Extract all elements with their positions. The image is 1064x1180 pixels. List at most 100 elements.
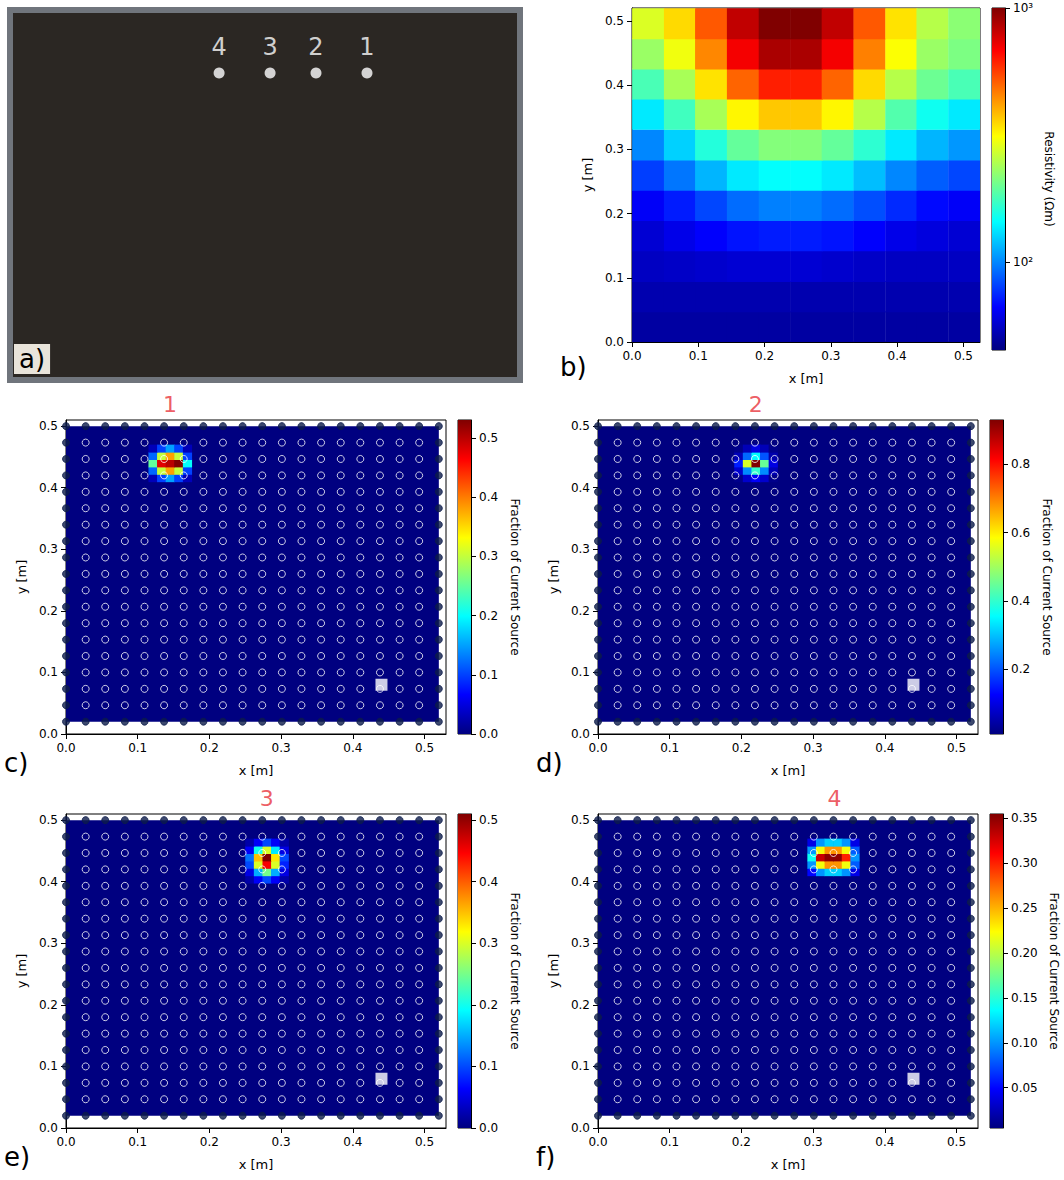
svg-text:0.2: 0.2 xyxy=(605,207,624,221)
svg-text:0.3: 0.3 xyxy=(571,542,590,556)
svg-text:Fraction of Current Source: Fraction of Current Source xyxy=(508,892,522,1049)
svg-text:0.1: 0.1 xyxy=(660,741,679,755)
svg-text:0.1: 0.1 xyxy=(605,271,624,285)
svg-text:0.35: 0.35 xyxy=(1011,811,1038,825)
svg-text:0.3: 0.3 xyxy=(479,936,498,950)
svg-text:0.1: 0.1 xyxy=(479,668,498,682)
svg-text:0.4: 0.4 xyxy=(875,1135,894,1149)
svg-text:0.6: 0.6 xyxy=(1011,526,1030,540)
svg-text:0.4: 0.4 xyxy=(343,741,362,755)
svg-text:0.0: 0.0 xyxy=(56,741,75,755)
svg-text:0.3: 0.3 xyxy=(605,142,624,156)
svg-text:x [m]: x [m] xyxy=(239,763,274,778)
svg-text:0.3: 0.3 xyxy=(479,549,498,563)
svg-text:0.0: 0.0 xyxy=(588,741,607,755)
svg-text:Resistivity (Ωm): Resistivity (Ωm) xyxy=(1042,131,1056,226)
svg-text:0.4: 0.4 xyxy=(1011,594,1030,608)
svg-text:e): e) xyxy=(4,1142,30,1172)
svg-text:0.2: 0.2 xyxy=(479,609,498,623)
svg-text:0.3: 0.3 xyxy=(39,542,58,556)
svg-text:0.0: 0.0 xyxy=(605,335,624,349)
svg-text:0.4: 0.4 xyxy=(571,875,590,889)
svg-text:0.4: 0.4 xyxy=(479,875,498,889)
svg-text:d): d) xyxy=(536,748,563,778)
svg-text:4: 4 xyxy=(828,786,842,811)
svg-text:0.0: 0.0 xyxy=(622,349,641,363)
svg-text:0.0: 0.0 xyxy=(479,1121,498,1135)
svg-text:3: 3 xyxy=(262,33,277,61)
svg-text:0.1: 0.1 xyxy=(39,665,58,679)
svg-text:x [m]: x [m] xyxy=(239,1157,274,1172)
svg-text:0.8: 0.8 xyxy=(1011,457,1030,471)
svg-text:Fraction of Current Source: Fraction of Current Source xyxy=(1040,498,1054,655)
svg-text:0.5: 0.5 xyxy=(415,1135,434,1149)
svg-text:0.2: 0.2 xyxy=(732,1135,751,1149)
svg-text:x [m]: x [m] xyxy=(771,1157,806,1172)
svg-text:0.3: 0.3 xyxy=(272,1135,291,1149)
svg-text:0.4: 0.4 xyxy=(571,481,590,495)
svg-text:0.2: 0.2 xyxy=(1011,662,1030,676)
svg-text:0.3: 0.3 xyxy=(804,741,823,755)
svg-text:0.4: 0.4 xyxy=(875,741,894,755)
svg-text:0.5: 0.5 xyxy=(39,419,58,433)
svg-text:0.3: 0.3 xyxy=(39,936,58,950)
svg-text:0.2: 0.2 xyxy=(571,604,590,618)
svg-text:0.2: 0.2 xyxy=(200,741,219,755)
svg-text:1: 1 xyxy=(163,392,177,417)
svg-text:0.5: 0.5 xyxy=(479,431,498,445)
svg-text:0.1: 0.1 xyxy=(689,349,708,363)
svg-text:0.5: 0.5 xyxy=(605,14,624,28)
svg-text:0.4: 0.4 xyxy=(605,78,624,92)
svg-text:0.0: 0.0 xyxy=(571,727,590,741)
svg-text:0.1: 0.1 xyxy=(128,1135,147,1149)
svg-text:0.0: 0.0 xyxy=(39,1121,58,1135)
svg-text:0.10: 0.10 xyxy=(1011,1036,1038,1050)
svg-text:0.15: 0.15 xyxy=(1011,991,1038,1005)
svg-text:0.2: 0.2 xyxy=(200,1135,219,1149)
svg-text:y [m]: y [m] xyxy=(14,954,29,989)
svg-text:0.05: 0.05 xyxy=(1011,1081,1038,1095)
svg-text:0.2: 0.2 xyxy=(39,998,58,1012)
svg-text:0.20: 0.20 xyxy=(1011,946,1038,960)
svg-text:0.5: 0.5 xyxy=(947,741,966,755)
svg-text:0.3: 0.3 xyxy=(821,349,840,363)
svg-text:0.5: 0.5 xyxy=(954,349,973,363)
svg-text:0.2: 0.2 xyxy=(571,998,590,1012)
svg-text:4: 4 xyxy=(211,33,226,61)
svg-text:y [m]: y [m] xyxy=(14,560,29,595)
svg-text:0.4: 0.4 xyxy=(343,1135,362,1149)
svg-text:0.5: 0.5 xyxy=(571,813,590,827)
svg-text:0.2: 0.2 xyxy=(479,998,498,1012)
svg-text:0.3: 0.3 xyxy=(804,1135,823,1149)
svg-text:y [m]: y [m] xyxy=(546,560,561,595)
svg-text:0.1: 0.1 xyxy=(128,741,147,755)
svg-text:Fraction of Current Source: Fraction of Current Source xyxy=(1047,892,1061,1049)
svg-text:2: 2 xyxy=(308,33,323,61)
svg-text:0.1: 0.1 xyxy=(660,1135,679,1149)
svg-text:10³: 10³ xyxy=(1013,1,1033,15)
svg-text:3: 3 xyxy=(260,786,274,811)
svg-text:f): f) xyxy=(536,1142,555,1172)
svg-text:0.1: 0.1 xyxy=(479,1059,498,1073)
svg-text:0.5: 0.5 xyxy=(39,813,58,827)
svg-text:0.0: 0.0 xyxy=(479,727,498,741)
svg-text:0.0: 0.0 xyxy=(571,1121,590,1135)
svg-text:0.4: 0.4 xyxy=(39,875,58,889)
svg-text:0.30: 0.30 xyxy=(1011,856,1038,870)
svg-text:y [m]: y [m] xyxy=(546,954,561,989)
svg-text:0.4: 0.4 xyxy=(39,481,58,495)
svg-text:0.25: 0.25 xyxy=(1011,901,1038,915)
svg-text:0.0: 0.0 xyxy=(56,1135,75,1149)
svg-text:0.4: 0.4 xyxy=(888,349,907,363)
svg-text:0.3: 0.3 xyxy=(272,741,291,755)
svg-text:0.5: 0.5 xyxy=(479,813,498,827)
svg-text:0.4: 0.4 xyxy=(479,490,498,504)
svg-text:0.5: 0.5 xyxy=(415,741,434,755)
svg-text:10²: 10² xyxy=(1013,255,1033,269)
svg-text:c): c) xyxy=(4,748,28,778)
svg-text:0.2: 0.2 xyxy=(39,604,58,618)
svg-text:0.1: 0.1 xyxy=(571,665,590,679)
svg-text:x [m]: x [m] xyxy=(771,763,806,778)
svg-text:b): b) xyxy=(560,352,587,382)
svg-text:0.0: 0.0 xyxy=(588,1135,607,1149)
